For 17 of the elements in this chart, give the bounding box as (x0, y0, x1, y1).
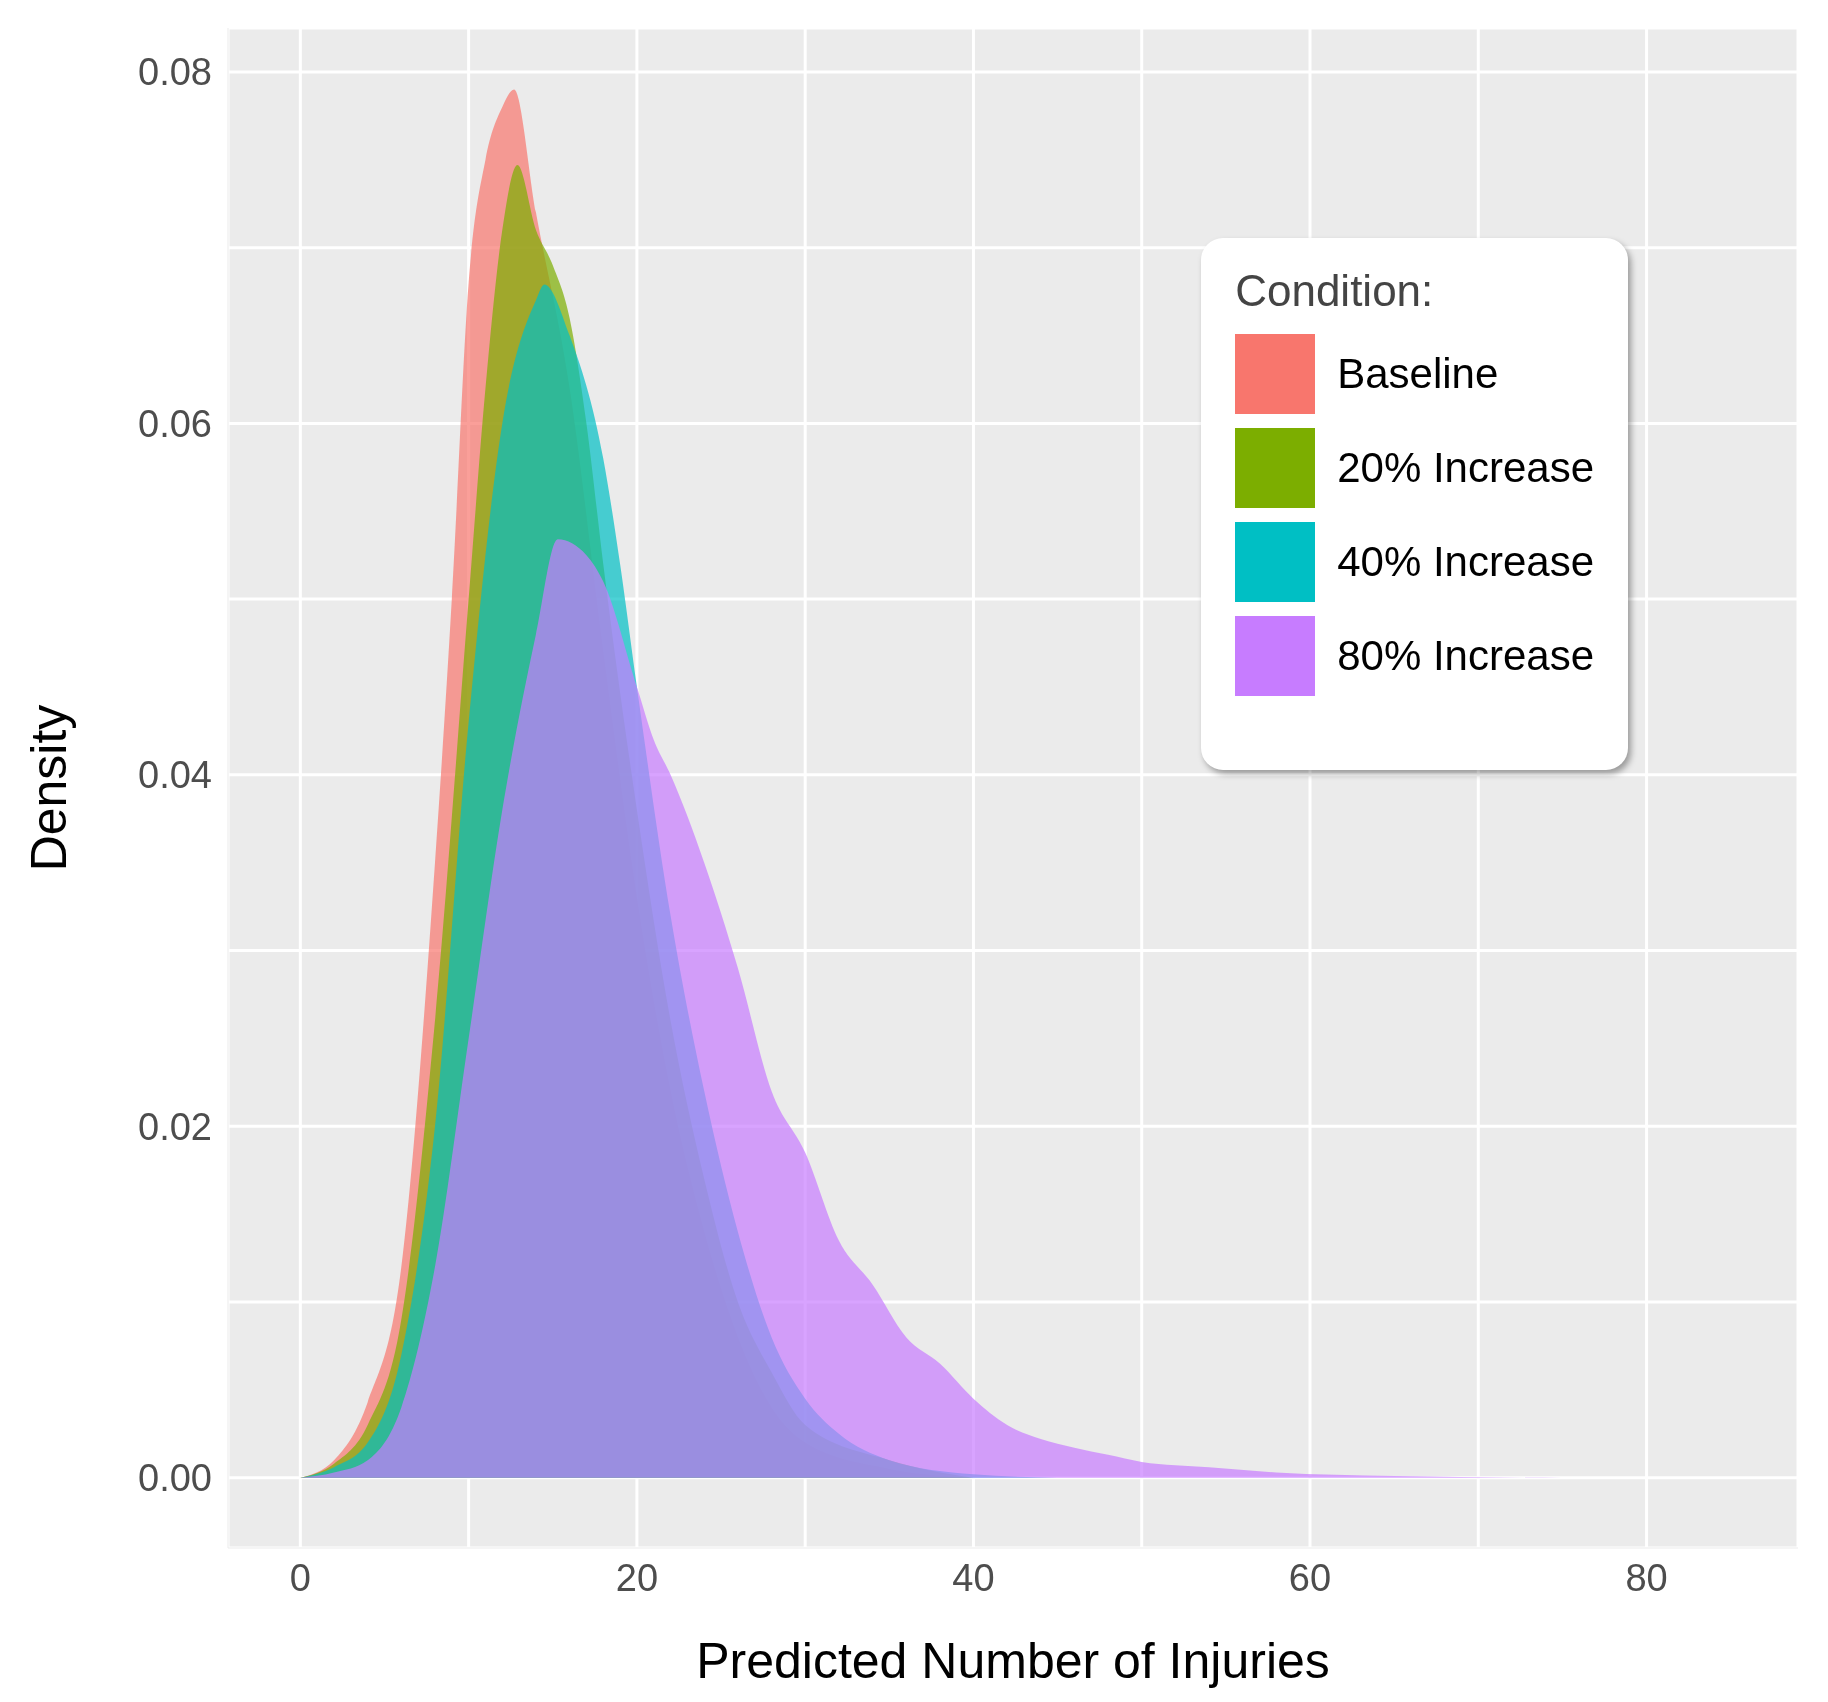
legend-label: Baseline (1337, 350, 1499, 398)
x-axis-title: Predicted Number of Injuries (696, 1633, 1330, 1689)
x-tick-label: 20 (615, 1556, 659, 1599)
legend-label: 40% Increase (1337, 538, 1594, 586)
x-tick-label: 0 (289, 1556, 311, 1599)
y-axis-title: Density (20, 704, 77, 872)
y-tick-label: 0.02 (138, 1105, 212, 1148)
y-tick-label: 0.08 (138, 51, 212, 94)
y-tick-label: 0.00 (138, 1457, 212, 1500)
x-tick-label: 60 (1288, 1556, 1332, 1599)
x-tick-label: 40 (952, 1556, 995, 1599)
legend-title: Condition: (1235, 266, 1435, 316)
legend-label: 80% Increase (1337, 632, 1594, 680)
y-tick-label: 0.04 (138, 754, 212, 797)
legend-label: 20% Increase (1337, 444, 1594, 492)
y-tick-label: 0.06 (138, 402, 212, 445)
x-tick-label: 80 (1625, 1556, 1668, 1599)
